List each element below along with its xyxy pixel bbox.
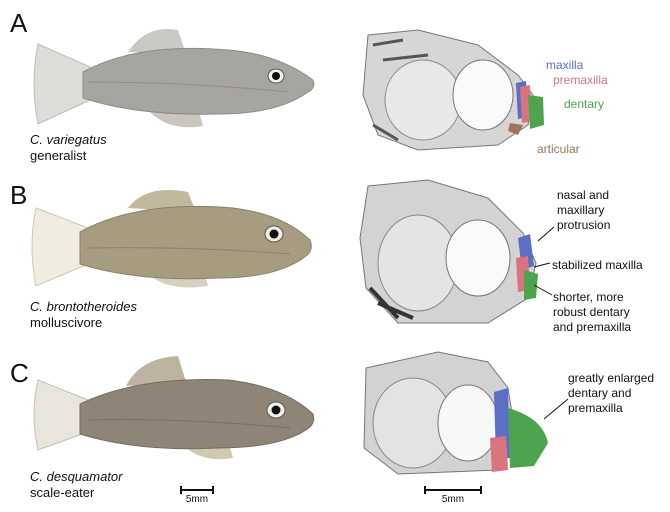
- skull-scan-b: [358, 178, 543, 328]
- dentary-bone-a: [528, 95, 544, 129]
- dentary-bone-c: [508, 408, 548, 468]
- fish-photo-c: [28, 352, 328, 467]
- label-premaxilla: premaxilla: [553, 73, 608, 87]
- diet-label-b: molluscivore: [30, 315, 103, 330]
- scalebar-fish-line: [180, 489, 214, 491]
- caption-c: C. desquamator scale-eater: [30, 469, 123, 501]
- scalebar-skull-line: [424, 489, 482, 491]
- panel-letter-b: B: [10, 180, 28, 210]
- caption-b: C. brontotheroides molluscivore: [30, 299, 137, 331]
- diet-label-c: scale-eater: [30, 485, 95, 500]
- annotation-nasal-protrusion: nasal and maxillary protrusion: [557, 188, 611, 232]
- fish-photo-b: [28, 186, 328, 296]
- species-name-c: C. desquamator: [30, 469, 123, 484]
- panel-letter-a: A: [10, 8, 28, 38]
- scalebar-skull: 5mm: [424, 486, 482, 509]
- scalebar-fish-tick-left: [180, 486, 182, 494]
- scalebar-fish-tick-right: [212, 486, 214, 494]
- label-articular: articular: [537, 142, 580, 156]
- annotation-robust-dentary: shorter, more robust dentary and premaxi…: [553, 290, 632, 334]
- dentary-bone-b: [524, 270, 538, 300]
- species-name-a: C. variegatus: [30, 132, 107, 147]
- scalebar-skull-tick-right: [480, 486, 482, 494]
- premaxilla-bone-a: [520, 85, 532, 123]
- caption-a: C. variegatus generalist: [30, 132, 107, 164]
- scalebar-fish: 5mm: [180, 486, 214, 509]
- fish-photo-a: [28, 22, 328, 132]
- premaxilla-bone-c: [490, 436, 508, 472]
- skull-scan-c: [358, 348, 553, 478]
- skull-scan-a: [358, 25, 548, 155]
- annotation-enlarged-dentary: greatly enlarged dentary and premaxilla: [568, 371, 655, 415]
- articular-bone-a: [508, 123, 523, 135]
- panel-letter-c: C: [10, 358, 29, 388]
- scalebar-skull-tick-left: [424, 486, 426, 494]
- scalebar-fish-label: 5mm: [185, 494, 209, 505]
- annotation-leader-c: [543, 398, 569, 420]
- species-name-b: C. brontotheroides: [30, 299, 137, 314]
- label-maxilla: maxilla: [546, 58, 584, 72]
- diet-label-a: generalist: [30, 148, 87, 163]
- label-dentary: dentary: [564, 97, 605, 111]
- annotation-leaders-b: [533, 226, 555, 296]
- scalebar-skull-label: 5mm: [441, 494, 465, 505]
- annotation-stabilized-maxilla: stabilized maxilla: [552, 258, 643, 272]
